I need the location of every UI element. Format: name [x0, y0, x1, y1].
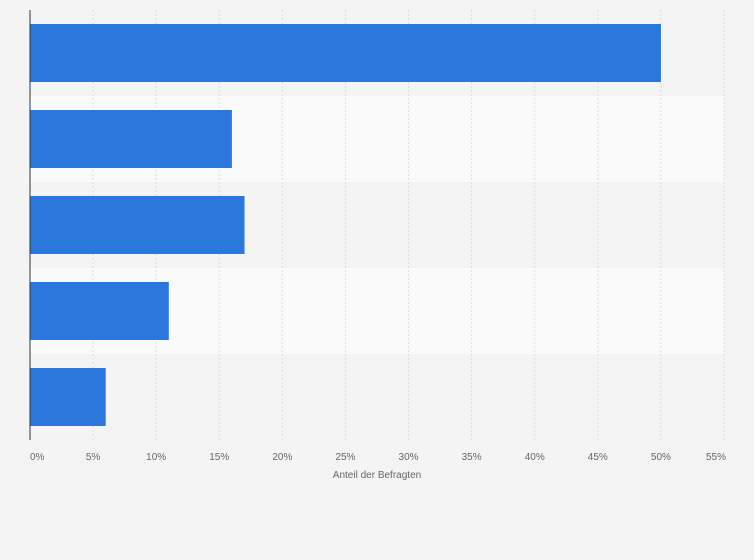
x-tick-label-10: 10%	[146, 452, 166, 463]
x-axis-title: Anteil der Befragten	[333, 470, 421, 481]
bar-3[interactable]	[30, 196, 245, 254]
x-tick-label-40: 40%	[525, 452, 545, 463]
x-tick-label-35: 35%	[462, 452, 482, 463]
x-tick-label-15: 15%	[209, 452, 229, 463]
x-tick-label-5: 5%	[86, 452, 101, 463]
bar-5[interactable]	[30, 368, 106, 426]
x-tick-label-20: 20%	[272, 452, 292, 463]
x-tick-label-45: 45%	[588, 452, 608, 463]
bar-2[interactable]	[30, 110, 232, 168]
x-tick-label-30: 30%	[399, 452, 419, 463]
bars	[30, 24, 661, 426]
row-band-5	[30, 354, 724, 440]
x-axis-tick-labels: 0% 5% 10% 15% 20% 25% 30% 35% 40% 45% 50% 55%	[30, 452, 726, 463]
x-tick-label-55: 55%	[706, 452, 726, 463]
row-bands	[30, 10, 724, 440]
x-tick-label-50: 50%	[651, 452, 671, 463]
bar-4[interactable]	[30, 282, 169, 340]
x-tick-label-0: 0%	[30, 452, 45, 463]
bar-1[interactable]	[30, 24, 661, 82]
x-tick-label-25: 25%	[335, 452, 355, 463]
